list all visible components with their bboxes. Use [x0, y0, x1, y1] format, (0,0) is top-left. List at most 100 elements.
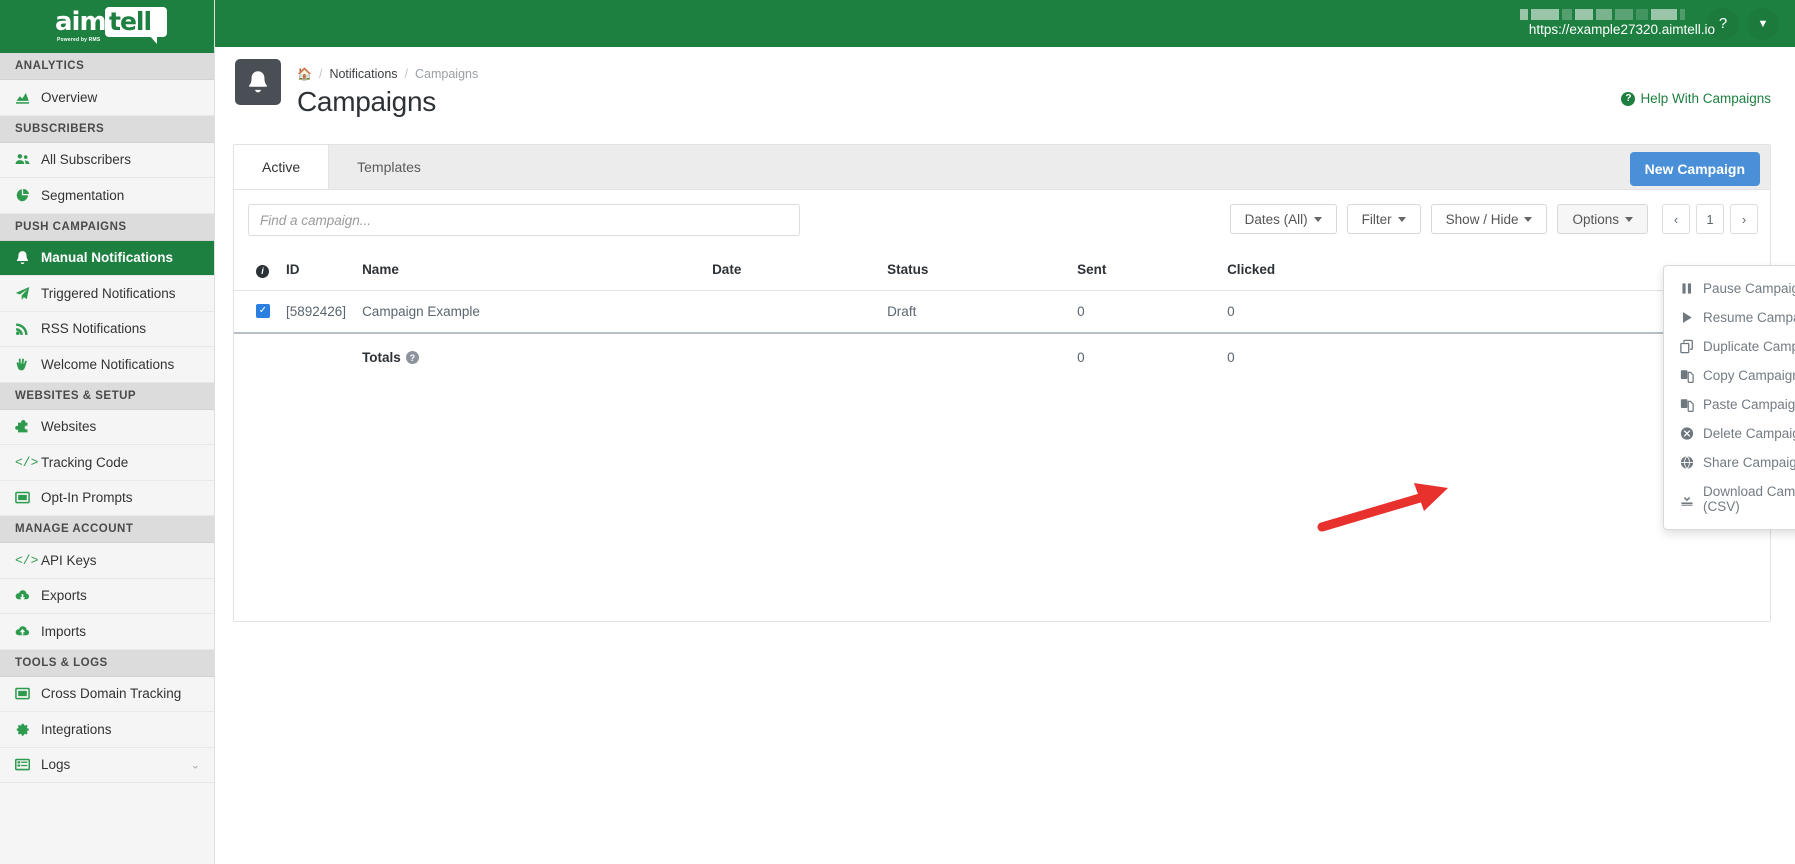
chevron-down-icon[interactable]: ⌄	[190, 759, 200, 772]
breadcrumb-separator-2: /	[404, 67, 409, 81]
column-id[interactable]: ID	[278, 256, 355, 291]
sidebar-item-api-keys[interactable]: </> API Keys	[0, 543, 214, 579]
pagination-prev-button[interactable]: ‹	[1662, 204, 1690, 234]
help-with-campaigns-link[interactable]: ? Help With Campaigns	[1621, 91, 1771, 106]
row-checkbox[interactable]: ✓	[256, 304, 270, 318]
breadcrumb-separator-1: /	[318, 67, 323, 81]
tab-templates[interactable]: Templates	[329, 145, 449, 189]
logo-text-tell: tell	[109, 6, 152, 36]
table-row[interactable]: ✓ [5892426] Campaign Example Draft 0 0 E…	[234, 290, 1770, 334]
menu-item-delete-campaign-s[interactable]: Delete Campaign(s)	[1664, 419, 1795, 448]
column-date[interactable]: Date	[704, 256, 880, 291]
row-name[interactable]: Campaign Example	[354, 290, 705, 334]
column-name[interactable]: Name	[354, 256, 705, 291]
row-clicked: 0	[1219, 290, 1375, 334]
sidebar-item-label: Segmentation	[41, 187, 125, 203]
filter-button[interactable]: Filter	[1346, 204, 1421, 234]
sidebar-item-overview[interactable]: Overview	[0, 80, 214, 116]
tab-active[interactable]: Active	[234, 145, 330, 189]
chart-area-icon	[15, 90, 41, 105]
totals-spacer	[234, 333, 278, 378]
menu-item-label: Delete Campaign(s)	[1703, 426, 1795, 441]
sidebar-item-segmentation[interactable]: Segmentation	[0, 178, 214, 214]
sidebar-item-logs[interactable]: Logs ⌄	[0, 747, 214, 783]
list-alt-icon	[15, 757, 41, 772]
sidebar-item-welcome-notifications[interactable]: Welcome Notifications	[0, 347, 214, 383]
search-input[interactable]	[248, 204, 800, 236]
site-url[interactable]: https://example27320.aimtell.io	[1528, 22, 1715, 37]
sidebar-item-exports[interactable]: Exports	[0, 578, 214, 614]
menu-item-duplicate-campaign-s[interactable]: Duplicate Campaign(s)	[1664, 332, 1795, 361]
breadcrumb-parent[interactable]: Notifications	[329, 67, 398, 81]
rss-icon	[15, 321, 41, 336]
totals-clicked: 0	[1227, 349, 1235, 365]
brand-logo[interactable]: aim tell Powered by RMS	[0, 0, 214, 53]
column-clicked[interactable]: Clicked	[1219, 256, 1375, 291]
home-icon[interactable]: 🏠	[297, 67, 312, 81]
sidebar-section-manage-account: MANAGE ACCOUNT	[0, 516, 214, 543]
sidebar-item-cross-domain-tracking[interactable]: Cross Domain Tracking	[0, 676, 214, 712]
menu-item-pause-campaign-s[interactable]: Pause Campaign(s)	[1664, 274, 1795, 303]
sidebar-item-opt-in-prompts[interactable]: Opt-In Prompts	[0, 480, 214, 516]
pause-icon	[1680, 281, 1694, 296]
toolbar-right-group: Dates (All) Filter Show / Hide Options	[1229, 204, 1758, 234]
cloud-download-icon	[15, 588, 41, 603]
sidebar-item-label: Integrations	[41, 721, 112, 737]
sidebar-item-label: Imports	[41, 623, 87, 639]
sidebar-item-tracking-code[interactable]: </> Tracking Code	[0, 445, 214, 481]
question-circle-icon: ?	[1621, 91, 1636, 106]
menu-item-paste-campaign-s[interactable]: Paste Campaign(s)	[1664, 390, 1795, 419]
menu-item-resume-campaign-s[interactable]: Resume Campaign(s)	[1664, 303, 1795, 332]
menu-item-download-campaigns-csv[interactable]: Download Campaigns (CSV)	[1664, 477, 1795, 521]
breadcrumb: 🏠 / Notifications / Campaigns	[297, 65, 1771, 83]
sidebar-item-rss-notifications[interactable]: RSS Notifications	[0, 311, 214, 347]
show-hide-button[interactable]: Show / Hide	[1430, 204, 1548, 234]
sidebar-item-triggered-notifications[interactable]: Triggered Notifications	[0, 276, 214, 312]
totals-date	[704, 333, 879, 378]
sidebar-item-label: Opt-In Prompts	[41, 490, 133, 506]
info-circle-icon[interactable]: i	[256, 264, 269, 278]
clone-icon	[1680, 339, 1694, 354]
sidebar-section-websites-setup: WEBSITES & SETUP	[0, 382, 214, 410]
dates-filter-label: Dates (All)	[1244, 211, 1308, 227]
puzzle-piece-icon	[15, 419, 41, 434]
totals-label-cell: Totals?	[354, 333, 704, 378]
totals-label: Totals	[362, 349, 401, 365]
window-icon	[15, 490, 41, 505]
sidebar-item-label: Triggered Notifications	[41, 285, 176, 301]
sidebar-item-integrations[interactable]: Integrations	[0, 712, 214, 748]
chevron-down-icon	[1313, 216, 1322, 222]
sidebar-item-manual-notifications[interactable]: Manual Notifications	[0, 240, 214, 276]
show-hide-label: Show / Hide	[1445, 211, 1519, 227]
table-totals-row: Totals? 0 0	[234, 333, 1770, 378]
help-icon-button[interactable]: ?	[1707, 7, 1739, 40]
menu-item-copy-campaign-s[interactable]: Copy Campaign(s)	[1664, 361, 1795, 390]
chevron-down-icon	[1397, 216, 1406, 222]
column-sent[interactable]: Sent	[1069, 256, 1220, 291]
sidebar-item-all-subscribers[interactable]: All Subscribers	[0, 142, 214, 178]
column-status[interactable]: Status	[879, 256, 1070, 291]
paper-plane-icon	[15, 286, 41, 301]
panel-tabbar: Active Templates New Campaign	[234, 145, 1770, 190]
options-dropdown-menu: Pause Campaign(s) Resume Campaign(s) Dupli…	[1663, 265, 1795, 530]
menu-item-share-campaign-s[interactable]: Share Campaign(s)	[1664, 448, 1795, 477]
tab-active-label: Active	[262, 159, 301, 175]
sidebar-item-websites[interactable]: Websites	[0, 409, 214, 445]
sidebar-item-imports[interactable]: Imports	[0, 614, 214, 650]
sidebar-item-label: API Keys	[41, 552, 97, 568]
row-status: Draft	[879, 290, 1070, 334]
options-button[interactable]: Options	[1557, 204, 1648, 234]
totals-status	[879, 333, 1069, 378]
table-body: ✓ [5892426] Campaign Example Draft 0 0 E…	[234, 290, 1770, 378]
question-circle-icon[interactable]: ?	[405, 351, 419, 364]
account-menu-button[interactable]: ▼	[1747, 7, 1779, 40]
sidebar-section-tools-logs: TOOLS & LOGS	[0, 649, 214, 677]
campaigns-table: i ID Name Date Status Sent Clicked	[234, 256, 1770, 378]
pagination-page-1[interactable]: 1	[1696, 204, 1724, 234]
menu-item-label: Duplicate Campaign(s)	[1703, 339, 1795, 354]
sidebar: aim tell Powered by RMS ANALYTICS Overvie…	[0, 0, 215, 864]
dates-filter-button[interactable]: Dates (All)	[1229, 204, 1337, 234]
pagination-next-button[interactable]: ›	[1730, 204, 1758, 234]
new-campaign-button[interactable]: New Campaign	[1629, 152, 1760, 186]
